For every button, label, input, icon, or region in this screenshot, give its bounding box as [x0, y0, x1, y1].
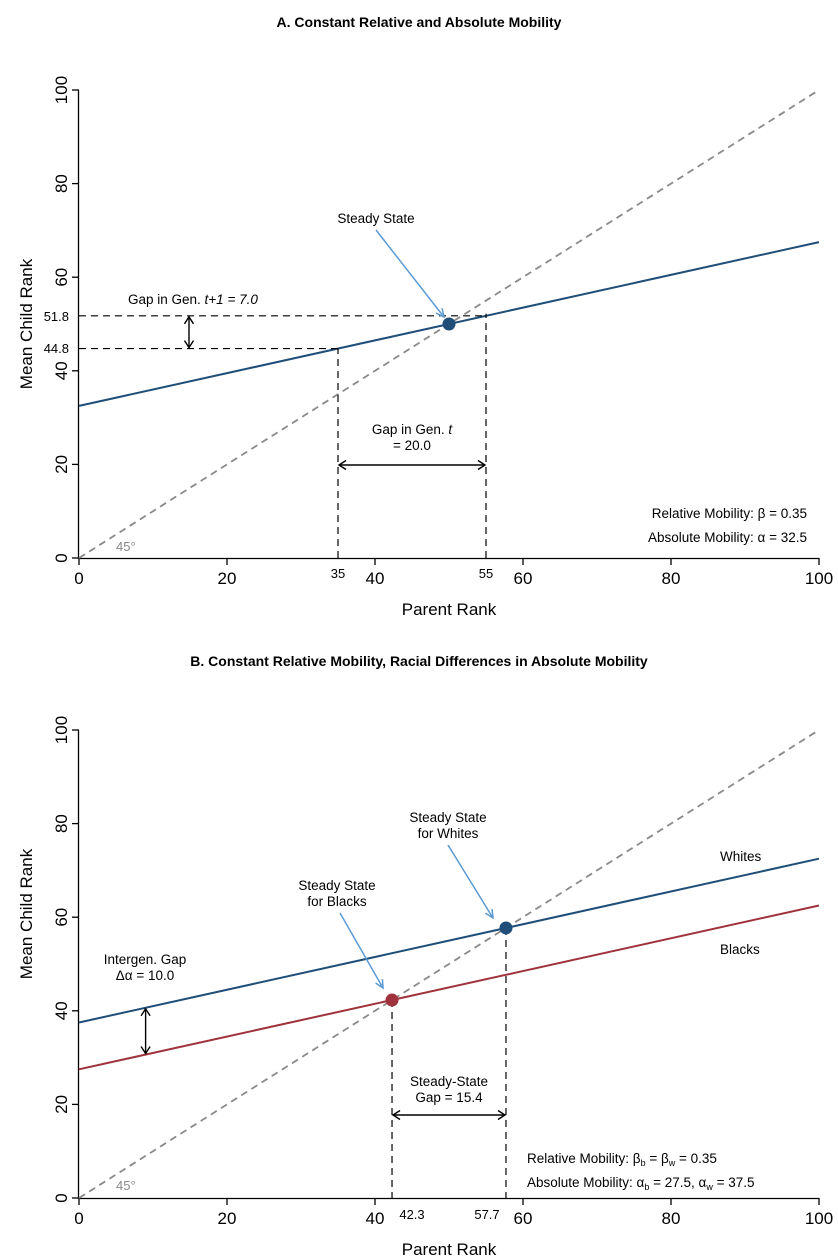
panel-a-y-marker-low: 44.8	[44, 341, 69, 356]
panel-a-gap-t1-arrowhead-bottom	[183, 340, 195, 349]
panel-b-y-tick-label: 60	[52, 908, 71, 927]
panel-b-y-tick-label: 20	[52, 1095, 71, 1114]
panel-b-y-tick-label: 80	[52, 814, 71, 833]
panel-b-y-tick-label: 0	[52, 1193, 71, 1202]
rel-end: = 0.35	[675, 1151, 717, 1166]
panel-b-y-tick-label: 40	[52, 1001, 71, 1020]
panel-b-x-tick-label: 40	[366, 1209, 385, 1228]
steady-state-blacks-point	[385, 993, 399, 1007]
panel-b-x-axis-label: Parent Rank	[402, 1240, 497, 1258]
panel-b: B. Constant Relative Mobility, Racial Di…	[17, 653, 833, 1258]
steady-state-whites-pointer	[447, 844, 494, 919]
abs-mid: = 27.5, α	[649, 1175, 706, 1190]
panel-b-x-tick-label: 60	[514, 1209, 533, 1228]
intergen-gap-arrowhead-bottom	[140, 1046, 151, 1055]
panel-a-absolute-mobility-label: Absolute Mobility: α = 32.5	[648, 530, 807, 545]
steady-state-whites-line1: Steady State	[409, 810, 486, 825]
panel-a-gap-t1-label: Gap in Gen. t+1 = 7.0	[128, 292, 258, 307]
panel-a-title: A. Constant Relative and Absolute Mobili…	[277, 14, 562, 30]
series-label-blacks: Blacks	[720, 942, 760, 957]
panel-a-y-tick-label: 100	[52, 76, 71, 104]
panel-a-x-tick-label: 0	[74, 569, 83, 588]
steady-state-gap-arrowhead-right	[497, 1109, 507, 1121]
panel-b-x-tick-label: 80	[662, 1209, 681, 1228]
panel-a-x-tick-label: 40	[366, 569, 385, 588]
panel-a-steady-state-label: Steady State	[337, 211, 414, 226]
panel-a-relative-mobility-label: Relative Mobility: β = 0.35	[652, 506, 807, 521]
panel-a-gap-t-prefix: Gap in Gen.	[372, 422, 449, 437]
steady-state-gap-line1: Steady-State	[410, 1074, 488, 1089]
panel-a-y-tick-label: 60	[52, 268, 71, 287]
rel-sub-b: b	[641, 1158, 646, 1168]
panel-b-relative-mobility-label: Relative Mobility: βb = βw = 0.35	[527, 1151, 717, 1168]
panel-b-title: B. Constant Relative Mobility, Racial Di…	[190, 653, 648, 669]
panel-a-plot	[78, 89, 820, 559]
abs-mobility-text: Absolute Mobility: α	[527, 1175, 645, 1190]
rel-mobility-text: Relative Mobility: β	[527, 1151, 641, 1166]
panel-a-gap-t-arrowhead-right	[477, 459, 487, 471]
panel-a-y-tick-label: 0	[52, 553, 71, 562]
rel-mid: = β	[646, 1151, 669, 1166]
intergen-gap-arrowhead-top	[140, 1007, 151, 1017]
steady-state-blacks-line1: Steady State	[298, 878, 375, 893]
panel-b-45-degree-line	[78, 729, 820, 1199]
steady-state-blacks-pointer-head	[375, 979, 384, 990]
steady-state-whites-pointer-head	[484, 908, 494, 920]
panel-a-gap-t1-prefix: Gap in Gen.	[128, 292, 205, 307]
steady-state-blacks-line2: for Blacks	[307, 894, 367, 909]
panel-b-45-degree-label: 45°	[116, 1178, 136, 1193]
series-label-whites: Whites	[720, 849, 762, 864]
panel-a-gap-t-value: = 20.0	[393, 438, 431, 453]
abs-end: = 37.5	[713, 1175, 755, 1190]
steady-state-gap-line2: Gap = 15.4	[415, 1090, 483, 1105]
panel-a-x-marker-right: 55	[479, 566, 493, 581]
panel-b-y-tick-label: 100	[52, 716, 71, 744]
panel-a-gap-t-label: Gap in Gen. t	[372, 422, 454, 437]
abs-sub-w: w	[705, 1182, 713, 1192]
intergen-gap-line2: Δα = 10.0	[116, 968, 174, 983]
panel-a-x-axis-label: Parent Rank	[402, 600, 497, 619]
panel-a-steady-state-pointer	[375, 229, 445, 318]
rel-sub-w: w	[668, 1158, 676, 1168]
panel-b-y-axis-label: Mean Child Rank	[17, 848, 36, 979]
panel-a-x-tick-label: 100	[805, 569, 833, 588]
panel-b-x-tick-label: 0	[74, 1209, 83, 1228]
steady-state-whites-point	[499, 921, 513, 935]
panel-a-gap-t1-value: t+1 = 7.0	[205, 292, 259, 307]
abs-sub-b: b	[644, 1182, 649, 1192]
panel-a-y-marker-high: 51.8	[44, 309, 69, 324]
panel-b-x-tick-label: 100	[805, 1209, 833, 1228]
whites-line	[78, 857, 820, 1024]
panel-b-x-tick-label: 20	[218, 1209, 237, 1228]
panel-a-y-tick-label: 20	[52, 455, 71, 474]
steady-state-blacks-pointer	[339, 912, 384, 989]
panel-a-x-tick-label: 20	[218, 569, 237, 588]
panel-a-steady-state-pointer-head	[435, 308, 446, 319]
panel-b-absolute-mobility-label: Absolute Mobility: αb = 27.5, αw = 37.5	[527, 1175, 755, 1192]
panel-a-steady-state-point	[442, 317, 456, 331]
panel-b-axes: 0 20 40 60 80 100 0 20 40 60 80 100	[52, 716, 833, 1228]
panel-b-x-marker-right: 57.7	[474, 1207, 499, 1222]
panel-b-plot	[78, 729, 820, 1199]
panel-a: A. Constant Relative and Absolute Mobili…	[17, 14, 833, 619]
panel-a-gap-t-arrowhead-left	[337, 459, 347, 471]
panel-a-y-tick-label: 80	[52, 174, 71, 193]
panel-a-y-tick-label: 40	[52, 361, 71, 380]
panel-a-gap-t-italic: t	[448, 422, 453, 437]
steady-state-gap-arrowhead-left	[391, 1109, 401, 1121]
panel-a-gap-t1-arrowhead-top	[183, 315, 195, 325]
panel-a-x-tick-label: 60	[514, 569, 533, 588]
steady-state-whites-line2: for Whites	[418, 826, 479, 841]
panel-b-x-marker-left: 42.3	[399, 1207, 424, 1222]
panel-a-x-tick-label: 80	[662, 569, 681, 588]
panel-a-45-degree-label: 45°	[116, 539, 136, 554]
panel-a-axes: 0 20 40 60 80 100 0 20 40 60 80 100	[52, 76, 833, 588]
intergen-gap-line1: Intergen. Gap	[104, 952, 187, 967]
panel-a-x-marker-left: 35	[331, 566, 345, 581]
blacks-line	[78, 904, 820, 1071]
panel-a-y-axis-label: Mean Child Rank	[17, 258, 36, 389]
